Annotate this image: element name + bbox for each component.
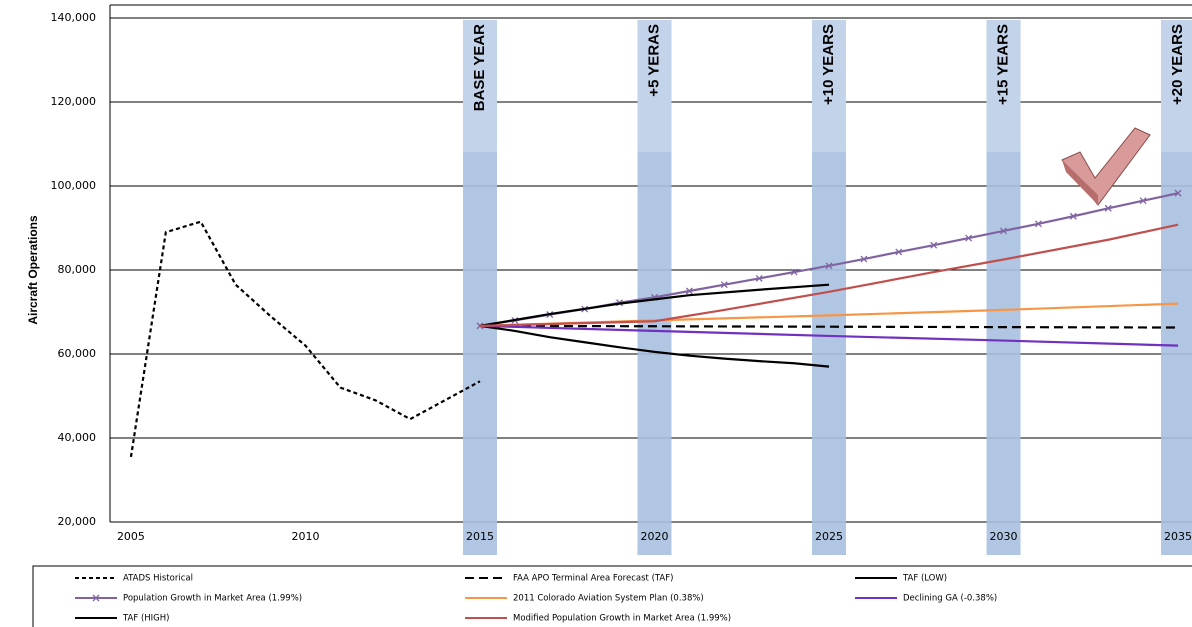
y-tick-label: 40,000: [58, 431, 97, 444]
x-tick-label: 2020: [640, 530, 668, 543]
x-tick-label: 2005: [117, 530, 145, 543]
chart: Aircraft Operations 20,000 40,000 60,000 80…: [0, 0, 1192, 627]
legend-label: ATADS Historical: [123, 574, 193, 584]
band-label: +10 YEARS: [820, 24, 837, 105]
x-tick-label: 2025: [815, 530, 843, 543]
x-tick-label: 2030: [990, 530, 1018, 543]
check-icon: [1062, 128, 1150, 205]
legend-label: Declining GA (-0.38%): [903, 594, 997, 604]
legend-label: FAA APO Terminal Area Forecast (TAF): [513, 574, 673, 584]
band-label: BASE YEAR: [471, 24, 488, 111]
series-line: [131, 222, 480, 457]
legend-label: Population Growth in Market Area (1.99%): [123, 594, 302, 604]
x-tick-label: 2015: [466, 530, 494, 543]
legend-label: Modified Population Growth in Market Are…: [513, 614, 731, 624]
legend-label: TAF (LOW): [902, 574, 947, 584]
band-label: +5 YERAS: [645, 24, 662, 97]
y-tick-label: 60,000: [58, 347, 97, 360]
x-tick-label: 2035: [1164, 530, 1192, 543]
y-tick-label: 20,000: [58, 515, 97, 528]
band-label: +15 YEARS: [994, 24, 1011, 105]
legend-label: 2011 Colorado Aviation System Plan (0.38…: [513, 594, 704, 604]
x-tick-label: 2010: [291, 530, 319, 543]
y-tick-label: 140,000: [51, 11, 97, 24]
y-tick-label: 100,000: [51, 179, 97, 192]
band-label: +20 YEARS: [1169, 24, 1186, 105]
legend-label: TAF (HIGH): [122, 614, 169, 624]
y-axis-label: Aircraft Operations: [26, 215, 40, 325]
y-tick-label: 80,000: [58, 263, 97, 276]
y-tick-label: 120,000: [51, 95, 97, 108]
